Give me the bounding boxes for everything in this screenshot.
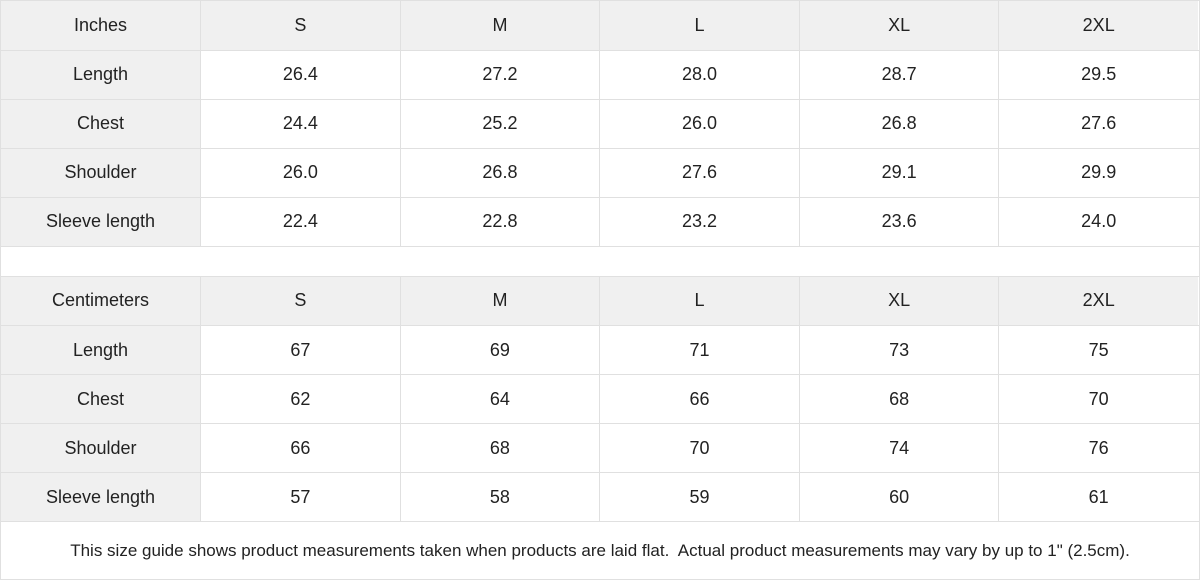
size-guide-note: This size guide shows product measuremen… bbox=[1, 522, 1199, 579]
unit-header: Inches bbox=[1, 1, 202, 51]
measurement-cell: 29.5 bbox=[998, 50, 1199, 100]
measurement-cell: 57 bbox=[200, 472, 401, 522]
centimeters-table: Centimeters S M L XL 2XL Length 67 69 71… bbox=[1, 276, 1199, 522]
measurement-cell: 24.0 bbox=[998, 197, 1199, 247]
size-column-header: 2XL bbox=[998, 276, 1199, 326]
size-column-header: L bbox=[599, 276, 800, 326]
measurement-cell: 26.0 bbox=[599, 99, 800, 149]
table-row: Shoulder 66 68 70 74 76 bbox=[1, 423, 1199, 473]
table-row: Chest 62 64 66 68 70 bbox=[1, 374, 1199, 424]
table-header-row: Inches S M L XL 2XL bbox=[1, 1, 1199, 51]
measurement-cell: 27.2 bbox=[400, 50, 601, 100]
measurement-cell: 73 bbox=[799, 325, 1000, 375]
measurement-cell: 64 bbox=[400, 374, 601, 424]
row-label: Chest bbox=[1, 374, 202, 424]
unit-header: Centimeters bbox=[1, 276, 202, 326]
table-row: Sleeve length 22.4 22.8 23.2 23.6 24.0 bbox=[1, 197, 1199, 247]
measurement-cell: 74 bbox=[799, 423, 1000, 473]
size-column-header: 2XL bbox=[998, 1, 1199, 51]
size-column-header: L bbox=[599, 1, 800, 51]
measurement-cell: 23.6 bbox=[799, 197, 1000, 247]
measurement-cell: 26.8 bbox=[400, 148, 601, 198]
size-column-header: XL bbox=[799, 1, 1000, 51]
measurement-cell: 28.7 bbox=[799, 50, 1000, 100]
measurement-cell: 29.1 bbox=[799, 148, 1000, 198]
row-label: Sleeve length bbox=[1, 197, 202, 247]
measurement-cell: 67 bbox=[200, 325, 401, 375]
row-label: Sleeve length bbox=[1, 472, 202, 522]
row-label: Shoulder bbox=[1, 148, 202, 198]
row-label: Chest bbox=[1, 99, 202, 149]
measurement-cell: 25.2 bbox=[400, 99, 601, 149]
measurement-cell: 68 bbox=[799, 374, 1000, 424]
measurement-cell: 59 bbox=[599, 472, 800, 522]
measurement-cell: 62 bbox=[200, 374, 401, 424]
measurement-cell: 26.8 bbox=[799, 99, 1000, 149]
inches-table: Inches S M L XL 2XL Length 26.4 27.2 28.… bbox=[1, 1, 1199, 247]
measurement-cell: 70 bbox=[599, 423, 800, 473]
measurement-cell: 26.4 bbox=[200, 50, 401, 100]
measurement-cell: 69 bbox=[400, 325, 601, 375]
measurement-cell: 27.6 bbox=[599, 148, 800, 198]
table-row: Chest 24.4 25.2 26.0 26.8 27.6 bbox=[1, 99, 1199, 149]
table-row: Length 67 69 71 73 75 bbox=[1, 325, 1199, 375]
measurement-cell: 66 bbox=[599, 374, 800, 424]
size-column-header: S bbox=[200, 1, 401, 51]
measurement-cell: 22.4 bbox=[200, 197, 401, 247]
row-label: Length bbox=[1, 325, 202, 375]
size-column-header: XL bbox=[799, 276, 1000, 326]
measurement-cell: 61 bbox=[998, 472, 1199, 522]
table-row: Length 26.4 27.2 28.0 28.7 29.5 bbox=[1, 50, 1199, 100]
measurement-cell: 71 bbox=[599, 325, 800, 375]
table-row: Sleeve length 57 58 59 60 61 bbox=[1, 472, 1199, 522]
row-label: Shoulder bbox=[1, 423, 202, 473]
measurement-cell: 26.0 bbox=[200, 148, 401, 198]
measurement-cell: 68 bbox=[400, 423, 601, 473]
table-gap bbox=[1, 246, 1199, 277]
measurement-cell: 24.4 bbox=[200, 99, 401, 149]
measurement-cell: 75 bbox=[998, 325, 1199, 375]
size-column-header: S bbox=[200, 276, 401, 326]
measurement-cell: 60 bbox=[799, 472, 1000, 522]
size-column-header: M bbox=[400, 1, 601, 51]
measurement-cell: 29.9 bbox=[998, 148, 1199, 198]
row-label: Length bbox=[1, 50, 202, 100]
measurement-cell: 23.2 bbox=[599, 197, 800, 247]
measurement-cell: 58 bbox=[400, 472, 601, 522]
table-header-row: Centimeters S M L XL 2XL bbox=[1, 276, 1199, 326]
size-column-header: M bbox=[400, 276, 601, 326]
measurement-cell: 28.0 bbox=[599, 50, 800, 100]
measurement-cell: 27.6 bbox=[998, 99, 1199, 149]
table-row: Shoulder 26.0 26.8 27.6 29.1 29.9 bbox=[1, 148, 1199, 198]
measurement-cell: 22.8 bbox=[400, 197, 601, 247]
measurement-cell: 70 bbox=[998, 374, 1199, 424]
measurement-cell: 76 bbox=[998, 423, 1199, 473]
measurement-cell: 66 bbox=[200, 423, 401, 473]
